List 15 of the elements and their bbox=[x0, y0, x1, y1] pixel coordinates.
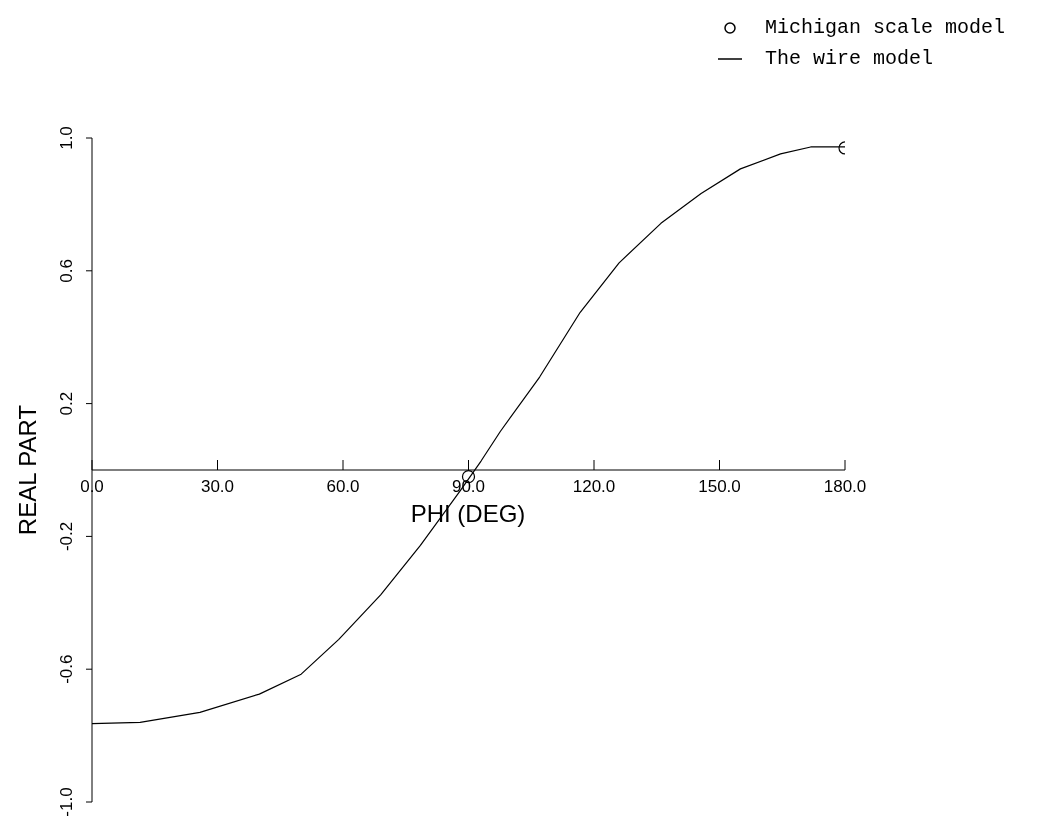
x-tick-label: 30.0 bbox=[200, 477, 235, 496]
x-tick-label: 60.0 bbox=[326, 477, 360, 496]
legend-label: The wire model bbox=[764, 47, 933, 70]
x-tick-label: 0.0 bbox=[80, 477, 104, 496]
x-tick-label: 150.0 bbox=[698, 477, 741, 496]
y-tick-label: 0.6 bbox=[57, 258, 76, 283]
y-tick-label: -1.0 bbox=[57, 787, 76, 817]
x-tick-label: 120.0 bbox=[572, 477, 616, 496]
y-axis-title: REAL PART bbox=[14, 404, 42, 536]
legend-label: Michigan scale model bbox=[764, 16, 1005, 39]
y-tick-label: -0.6 bbox=[57, 654, 76, 684]
y-tick-label: 1.0 bbox=[57, 126, 76, 150]
y-tick-label: -0.2 bbox=[57, 521, 76, 552]
x-tick-label: 180.0 bbox=[823, 477, 867, 496]
y-tick-label: 0.2 bbox=[57, 391, 76, 416]
